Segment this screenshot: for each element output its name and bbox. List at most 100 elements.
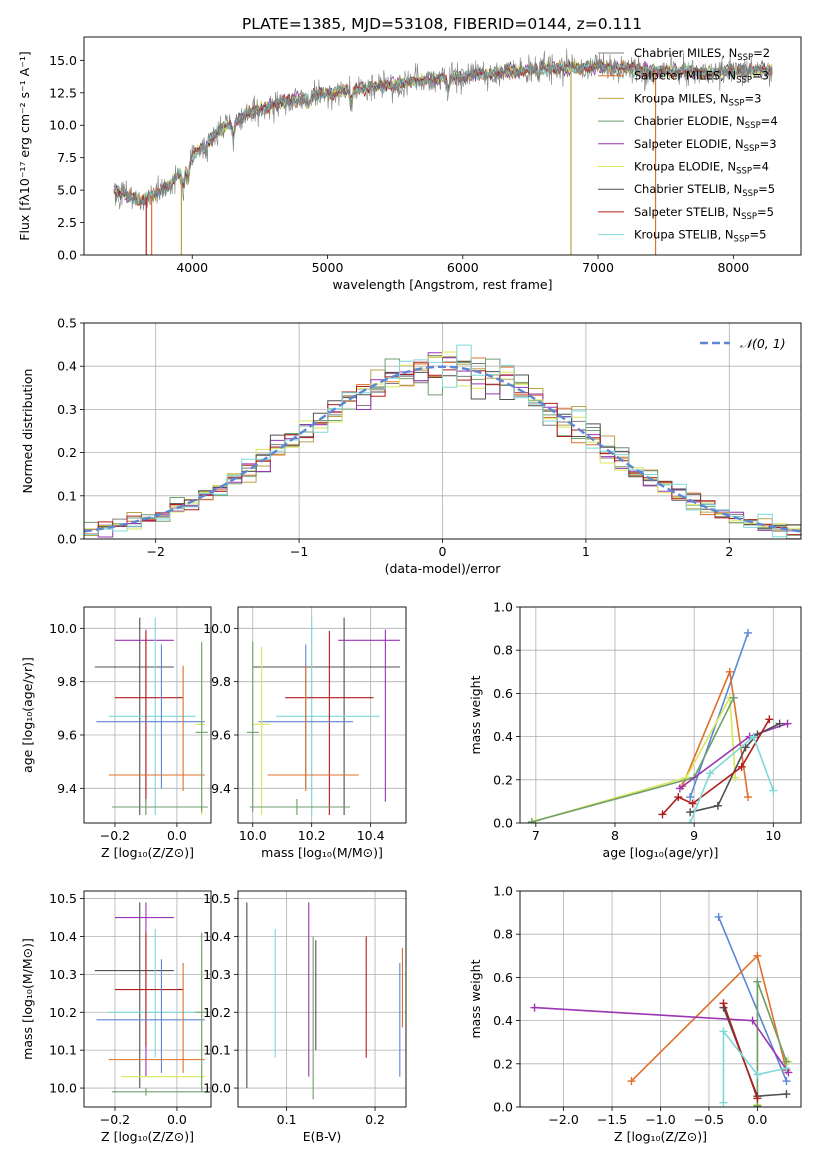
- plot-area: [94, 617, 208, 815]
- y-tick-label: 9.8: [57, 674, 77, 689]
- weight-line: [689, 735, 775, 823]
- weight-marker: [783, 719, 792, 728]
- y-axis-label: mass weight: [468, 959, 483, 1038]
- x-tick-label: −2: [146, 544, 164, 559]
- y-tick-label: 0.8: [493, 643, 513, 658]
- weight-marker: [737, 762, 746, 771]
- weight-series: [719, 1003, 791, 1101]
- x-tick-label: 10: [765, 828, 781, 843]
- plot-area: [113, 48, 773, 255]
- residuals-panel: −2 −1 0 1 2 0.0 0.1 0.2 0.3 0.4 0.5 (data-model)/er…: [20, 316, 802, 576]
- legend-label-suffix: =4: [752, 160, 769, 174]
- error-bar-point: [114, 932, 184, 1047]
- x-tick-label: 7000: [582, 260, 614, 275]
- axes: 4000 5000 6000 7000 8000 0.0 2.5 5.0 7.5 10.0 12.5…: [17, 36, 802, 292]
- y-tick-label: 0.0: [493, 1100, 513, 1115]
- x-tick-label: 0.0: [167, 828, 187, 843]
- normal-reference-curve: [84, 365, 801, 533]
- weight-marker: [688, 799, 697, 808]
- y-tick-label: 0.3: [57, 402, 77, 417]
- x-tick-label: 8: [611, 828, 619, 843]
- x-tick-label: 7: [532, 828, 540, 843]
- weight-marker: [674, 793, 683, 802]
- y-tick-label: 0.1: [57, 488, 77, 503]
- legend-label-main: Chabrier MILES, N: [634, 46, 737, 60]
- x-axis-label: mass [log₁₀(M/M⊙)]: [261, 845, 383, 860]
- axes: 0.1 0.2 10.0 10.1 10.2 10.3 10.4 10.5 E(B-V): [203, 890, 407, 1144]
- error-bar-point: [195, 647, 205, 815]
- x-axis-label: Z [log₁₀(Z/Z⊙)]: [614, 1129, 707, 1144]
- y-tick-label: 9.4: [211, 781, 231, 796]
- weight-marker: [741, 743, 750, 752]
- x-tick-label: 2: [725, 544, 733, 559]
- spectrum-series: [113, 58, 773, 206]
- legend-label-sub: SSP: [736, 167, 752, 177]
- weight-line: [531, 697, 735, 823]
- error-bar-point: [114, 629, 174, 802]
- legend-label-main: Kroupa STELIB, N: [634, 228, 734, 242]
- x-tick-label: 10.2: [298, 828, 326, 843]
- legend-label-sub: SSP: [734, 235, 750, 245]
- y-tick-label: 0.8: [493, 927, 513, 942]
- weight-marker: [731, 773, 740, 782]
- y-tick-label: 10.0: [203, 621, 231, 636]
- legend-label-sub: SSP: [736, 76, 752, 86]
- legend-label: Chabrier ELODIE, NSSP=4: [634, 114, 778, 131]
- spectrum-panel: 4000 5000 6000 7000 8000 0.0 2.5 5.0 7.5 10.0 12.5…: [17, 36, 802, 292]
- weight-marker: [748, 1016, 757, 1025]
- legend-label-sub: SSP: [744, 144, 760, 154]
- x-tick-label: 0.0: [167, 1112, 187, 1127]
- axes-frame: [83, 890, 212, 1108]
- y-tick-label: 15.0: [49, 53, 77, 68]
- weight-marker: [713, 801, 722, 810]
- axes-frame: [83, 36, 802, 256]
- weight-marker: [784, 1068, 793, 1077]
- weight-series: [686, 628, 752, 802]
- error-bar-point: [94, 902, 174, 1089]
- spectrum-series: [113, 48, 773, 211]
- x-tick-label: 0.0: [747, 1112, 767, 1127]
- weight-marker: [749, 732, 758, 741]
- y-tick-label: 10.5: [49, 891, 77, 906]
- legend-label-sub: SSP: [745, 121, 761, 131]
- axes-frame: [519, 890, 802, 1108]
- gridlines: [84, 891, 211, 1107]
- x-tick-label: 5000: [312, 260, 344, 275]
- legend-label-suffix: =3: [752, 69, 769, 83]
- weight-marker: [782, 1064, 791, 1073]
- legend-label-sub: SSP: [737, 53, 753, 63]
- y-tick-label: 2.5: [57, 215, 77, 230]
- weight-series: [527, 693, 738, 823]
- legend-label: Kroupa ELODIE, NSSP=4: [634, 160, 769, 177]
- y-tick-label: 10.4: [203, 929, 231, 944]
- error-bar-point: [252, 647, 271, 815]
- legend-label-suffix: =3: [744, 91, 761, 105]
- legend-label-suffix: =2: [753, 46, 770, 60]
- y-tick-label: 10.1: [203, 1043, 231, 1058]
- weight-marker: [675, 784, 684, 793]
- weight-marker: [753, 1094, 762, 1103]
- weight-line: [689, 632, 749, 798]
- error-bar-point: [121, 947, 205, 1089]
- axes-frame: [237, 606, 407, 824]
- weight-marker: [658, 810, 667, 819]
- error-bar-point: [249, 799, 350, 815]
- plot-area: [246, 617, 401, 815]
- histogram-series: [84, 344, 801, 538]
- x-tick-label: −0.2: [100, 828, 130, 843]
- weight-marker: [627, 1077, 636, 1086]
- y-tick-label: 10.0: [49, 118, 77, 133]
- error-bar-point: [111, 799, 208, 815]
- x-tick-label: 1: [582, 544, 590, 559]
- weight-marker: [765, 715, 774, 724]
- axes: −0.2 0.0 10.0 10.1 10.2 10.3 10.4 10.5 Z [log₁₀(…: [20, 890, 212, 1144]
- x-tick-label: −1.5: [597, 1112, 627, 1127]
- legend-label: Salpeter ELODIE, NSSP=3: [634, 137, 777, 154]
- legend-label-suffix: =5: [757, 205, 774, 219]
- weight-marker: [705, 769, 714, 778]
- error-bar-point: [285, 631, 374, 815]
- weight-marker: [686, 808, 695, 817]
- legend-label-main: Kroupa ELODIE, N: [634, 160, 736, 174]
- weight-line: [756, 981, 788, 1106]
